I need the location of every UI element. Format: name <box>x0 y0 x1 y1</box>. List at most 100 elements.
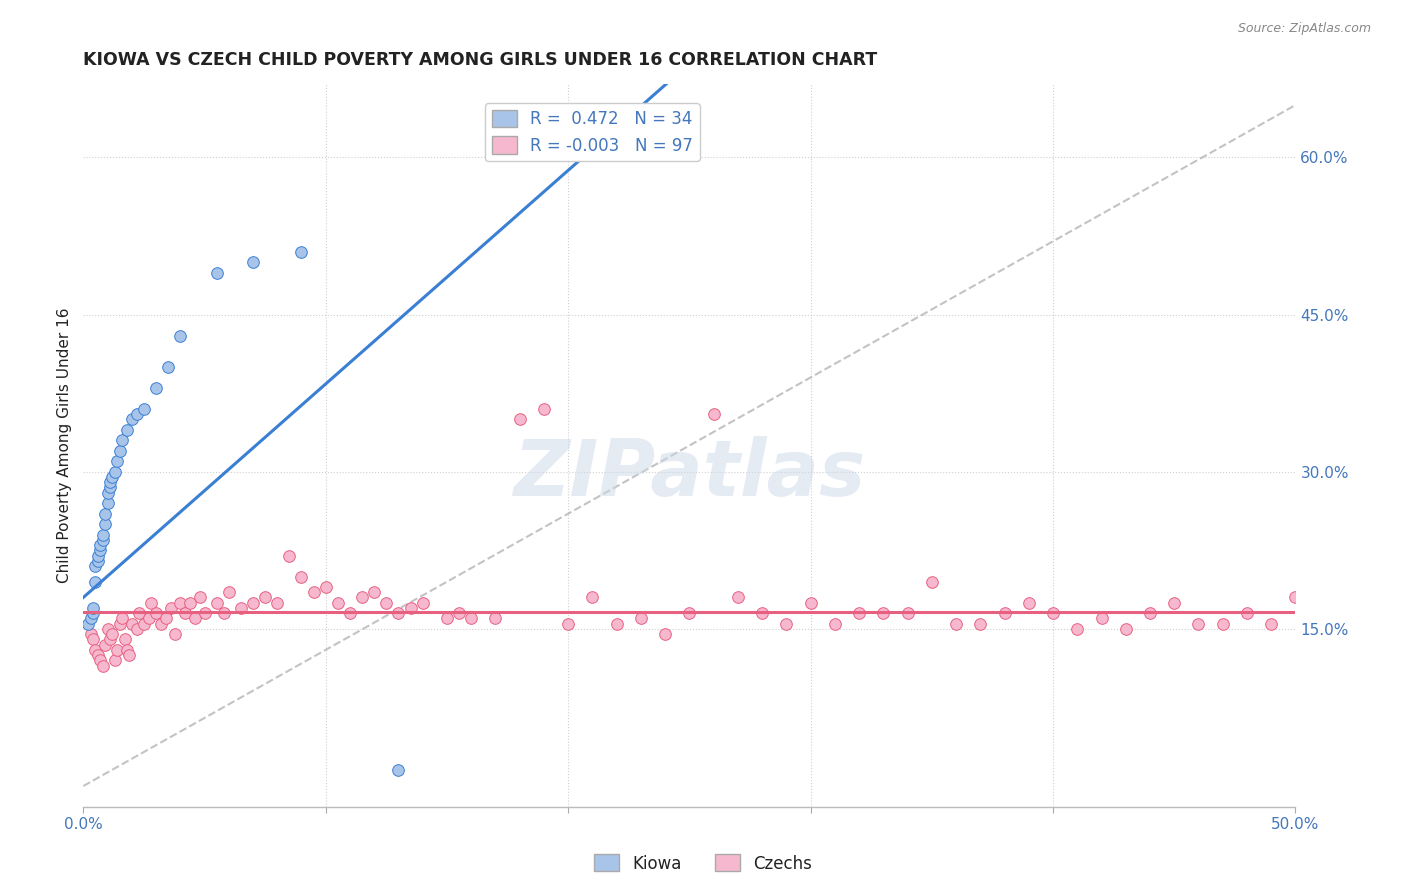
Point <box>945 616 967 631</box>
Point <box>132 401 155 416</box>
Point <box>91 658 114 673</box>
Point <box>678 606 700 620</box>
Point <box>205 596 228 610</box>
Point <box>921 574 943 589</box>
Point <box>89 543 111 558</box>
Point <box>1018 596 1040 610</box>
Point <box>118 648 141 662</box>
Legend: R =  0.472   N = 34, R = -0.003   N = 97: R = 0.472 N = 34, R = -0.003 N = 97 <box>485 103 700 161</box>
Point <box>159 601 181 615</box>
Point <box>138 611 160 625</box>
Point <box>212 606 235 620</box>
Point <box>121 412 143 426</box>
Point <box>94 517 117 532</box>
Point <box>89 538 111 552</box>
Point <box>82 632 104 647</box>
Point <box>91 533 114 547</box>
Point <box>399 601 422 615</box>
Text: KIOWA VS CZECH CHILD POVERTY AMONG GIRLS UNDER 16 CORRELATION CHART: KIOWA VS CZECH CHILD POVERTY AMONG GIRLS… <box>83 51 877 69</box>
Point <box>352 591 374 605</box>
Point <box>145 606 167 620</box>
Point <box>460 611 482 625</box>
Point <box>169 328 191 343</box>
Point <box>157 359 180 374</box>
Point <box>91 527 114 541</box>
Point <box>302 585 325 599</box>
Point <box>751 606 773 620</box>
Point <box>484 611 506 625</box>
Point <box>84 643 107 657</box>
Point <box>101 627 124 641</box>
Point <box>125 622 148 636</box>
Point <box>1042 606 1064 620</box>
Point <box>375 596 398 610</box>
Point <box>581 591 603 605</box>
Point <box>79 611 101 625</box>
Legend: Kiowa, Czechs: Kiowa, Czechs <box>588 847 818 880</box>
Point <box>1115 622 1137 636</box>
Point <box>108 616 131 631</box>
Point <box>1296 606 1319 620</box>
Point <box>387 606 409 620</box>
Point <box>179 596 201 610</box>
Point <box>111 434 134 448</box>
Point <box>509 412 531 426</box>
Point <box>87 549 110 563</box>
Point <box>557 616 579 631</box>
Point <box>141 596 163 610</box>
Point <box>606 616 628 631</box>
Point <box>193 606 215 620</box>
Point <box>229 601 252 615</box>
Point <box>105 454 128 468</box>
Point <box>1163 596 1185 610</box>
Point <box>1187 616 1209 631</box>
Point <box>114 632 136 647</box>
Point <box>775 616 797 631</box>
Point <box>218 585 240 599</box>
Point <box>630 611 652 625</box>
Point <box>149 616 172 631</box>
Point <box>205 266 228 280</box>
Point <box>533 401 555 416</box>
Point <box>254 591 277 605</box>
Point <box>79 627 101 641</box>
Point <box>84 559 107 574</box>
Point <box>412 596 434 610</box>
Point <box>654 627 676 641</box>
Point <box>1320 616 1343 631</box>
Point <box>115 643 138 657</box>
Point <box>98 632 121 647</box>
Point <box>132 616 155 631</box>
Point <box>111 611 134 625</box>
Point <box>128 606 150 620</box>
Point <box>115 423 138 437</box>
Point <box>449 606 471 620</box>
Point <box>278 549 301 563</box>
Point <box>969 616 991 631</box>
Text: ZIPatlas: ZIPatlas <box>513 436 866 513</box>
Point <box>82 606 104 620</box>
Point <box>96 485 118 500</box>
Point <box>326 596 349 610</box>
Point <box>1236 606 1258 620</box>
Point <box>242 255 264 269</box>
Text: Source: ZipAtlas.com: Source: ZipAtlas.com <box>1237 22 1371 36</box>
Point <box>84 574 107 589</box>
Point <box>339 606 361 620</box>
Point <box>727 591 749 605</box>
Point <box>1333 606 1355 620</box>
Point <box>155 611 177 625</box>
Point <box>703 407 725 421</box>
Point <box>800 596 823 610</box>
Point <box>436 611 458 625</box>
Point <box>105 643 128 657</box>
Point <box>104 653 127 667</box>
Point <box>1369 480 1392 494</box>
Point <box>87 648 110 662</box>
Point <box>315 580 337 594</box>
Point <box>125 407 148 421</box>
Point <box>1090 611 1112 625</box>
Point <box>184 611 207 625</box>
Point <box>1284 591 1306 605</box>
Point <box>242 596 264 610</box>
